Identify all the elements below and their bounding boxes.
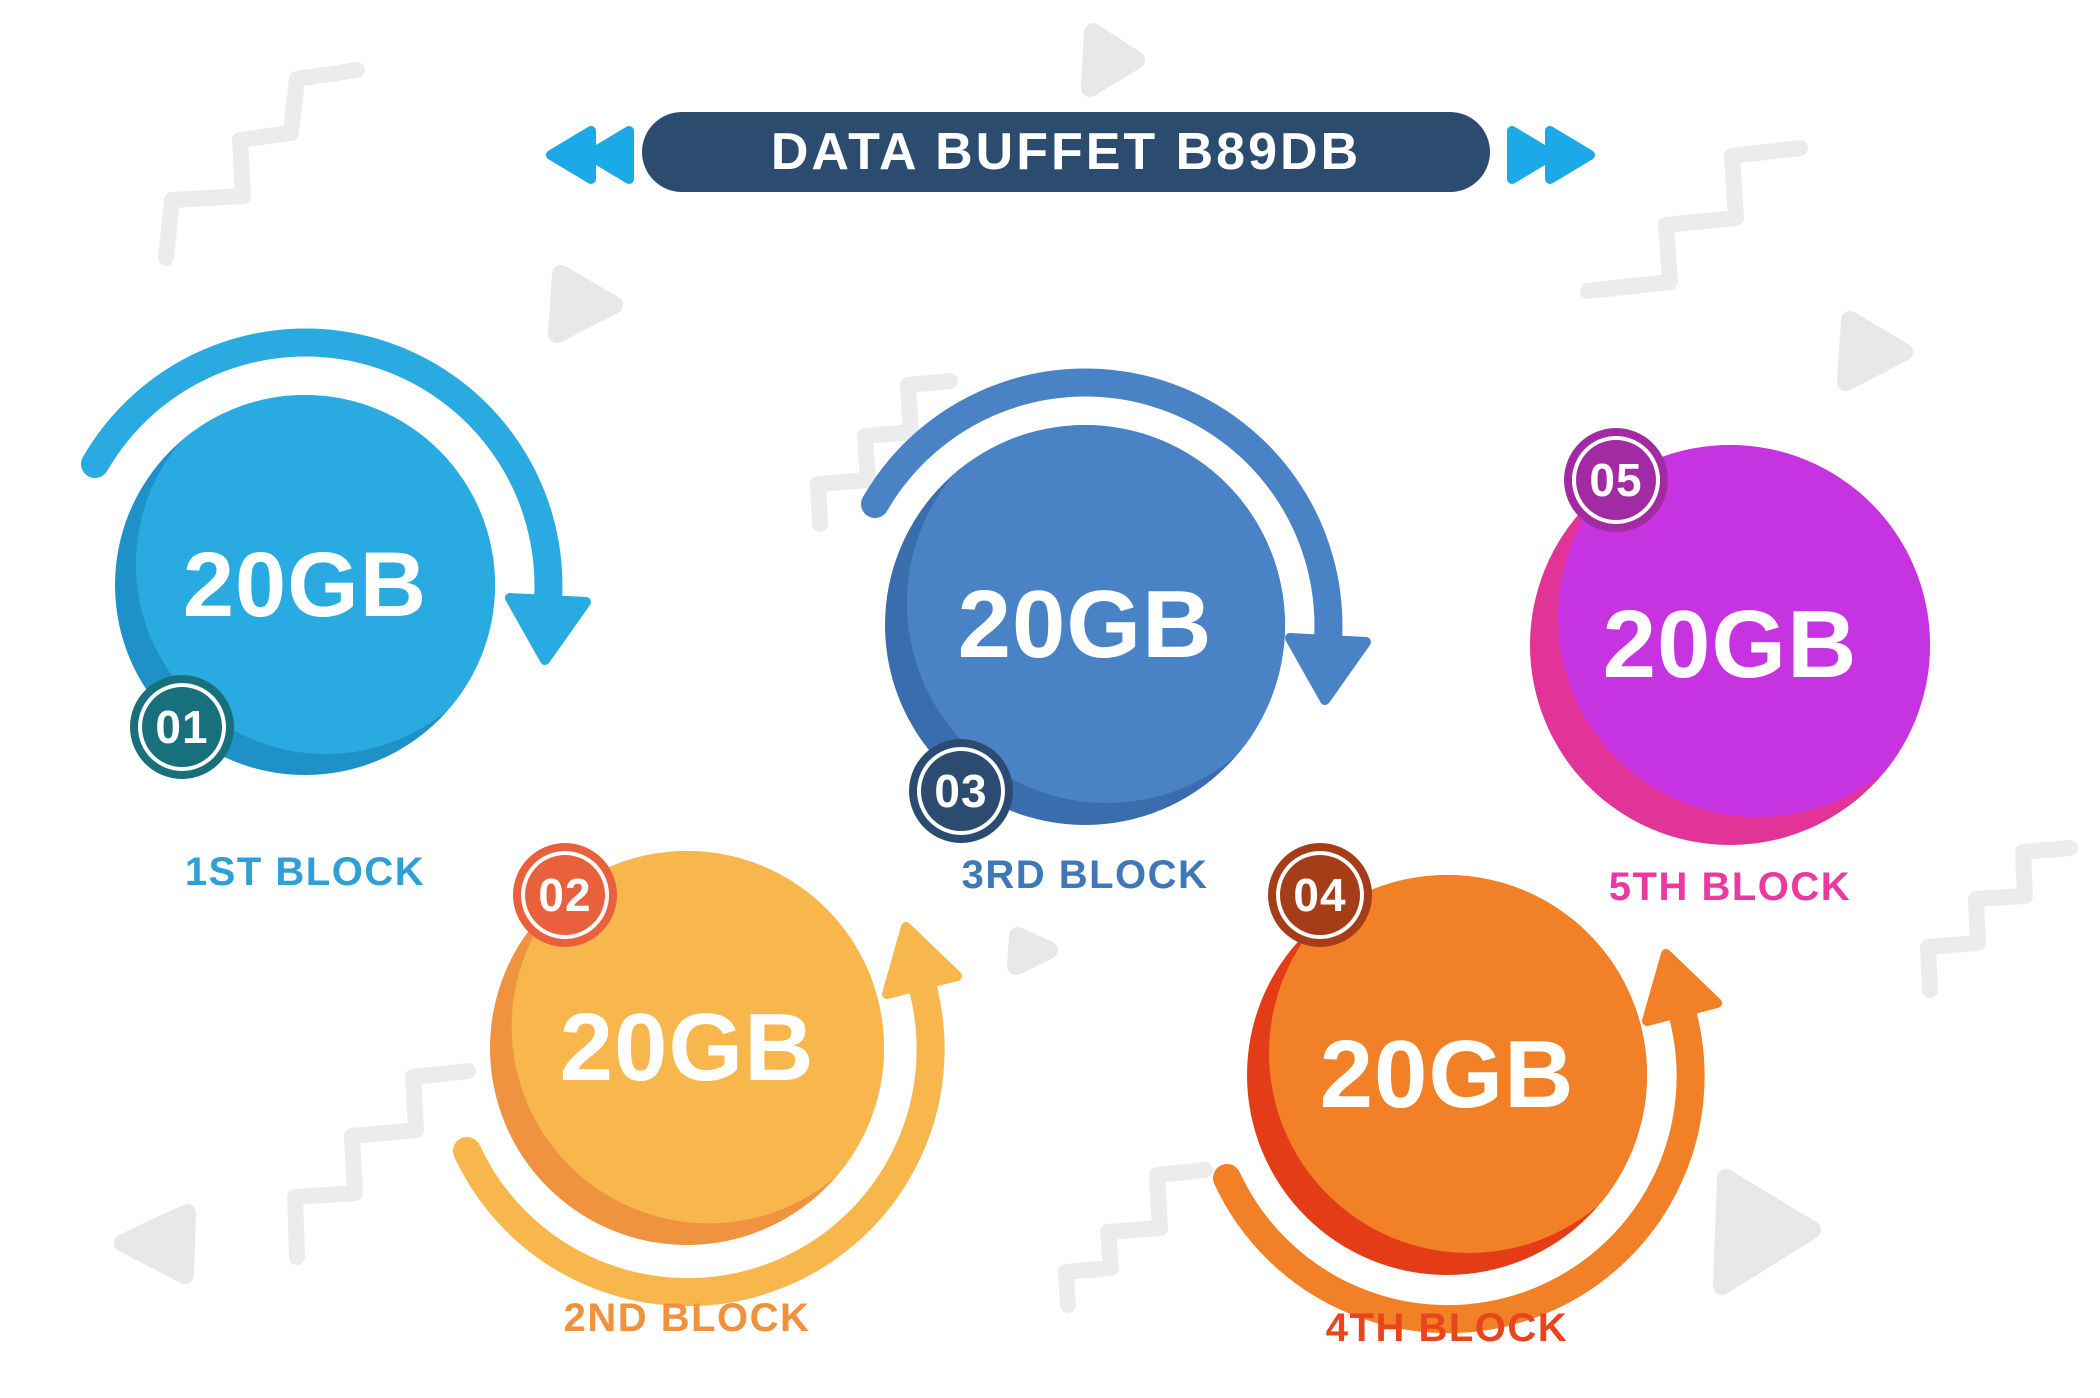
arrow-arc-3 [861, 368, 1371, 705]
step-badge-04: 04 [1268, 843, 1372, 947]
step-badge-03: 03 [909, 739, 1013, 843]
step-badge-05: 05 [1564, 428, 1668, 532]
data-block-1: 20GB 01 1ST BLOCK [115, 395, 495, 894]
data-block-3: 20GB 03 3RD BLOCK [885, 425, 1285, 897]
arrow-arc-2 [453, 922, 962, 1307]
block-label: 2ND BLOCK [563, 1296, 811, 1340]
triangle-top-right [1837, 311, 1913, 391]
data-amount: 20GB [559, 994, 815, 1101]
triangle-below-block3 [1007, 927, 1058, 975]
triangle-decorations [114, 23, 1913, 1295]
step-number: 01 [155, 701, 209, 753]
data-amount: 20GB [957, 571, 1213, 678]
triangle-top-middle [1081, 23, 1145, 97]
step-number: 04 [1293, 869, 1347, 921]
data-block-4: 20GB 04 4TH BLOCK [1247, 843, 1647, 1350]
zigzag-top-right [1580, 140, 1808, 299]
zigzag-decorations [158, 62, 2078, 1313]
data-amount: 20GB [1602, 591, 1858, 698]
step-number: 02 [538, 869, 592, 921]
rewind-chevrons-icon [546, 126, 634, 184]
block-label: 1ST BLOCK [184, 850, 426, 894]
arrowhead-up-icon [1642, 949, 1722, 1026]
block-label: 4TH BLOCK [1325, 1306, 1569, 1350]
zigzag-mid-left [810, 373, 958, 532]
data-amount: 20GB [182, 533, 428, 636]
triangle-bottom-left [114, 1204, 196, 1284]
data-circle: 20GB [115, 395, 495, 775]
block-label: 5TH BLOCK [1608, 865, 1852, 909]
arrowhead-down-icon [1285, 633, 1371, 705]
step-number: 05 [1589, 454, 1643, 506]
data-block-2: 20GB 02 2ND BLOCK [490, 843, 884, 1340]
zigzag-bottom-middle [1058, 1162, 1213, 1313]
arrow-arc-4 [1213, 949, 1722, 1334]
arrowhead-down-icon [505, 593, 591, 665]
fast-forward-chevrons-icon [1507, 126, 1595, 184]
data-block-5: 20GB 05 5TH BLOCK [1530, 428, 1930, 909]
block-label: 3RD BLOCK [961, 853, 1209, 897]
step-number: 03 [934, 765, 988, 817]
zigzag-top-left [158, 62, 365, 266]
data-amount: 20GB [1319, 1021, 1575, 1128]
zigzag-bottom-left [287, 1063, 476, 1265]
triangle-bottom-right [1713, 1169, 1821, 1295]
triangle-mid-left [548, 265, 623, 343]
zigzag-right [1920, 840, 2078, 998]
page-title: DATA BUFFET B89DB [770, 123, 1362, 181]
title-pill: DATA BUFFET B89DB [642, 112, 1490, 192]
arrowhead-up-icon [882, 922, 962, 999]
arrow-arc-1 [81, 328, 591, 665]
step-badge-01: 01 [130, 675, 234, 779]
step-badge-02: 02 [513, 843, 617, 947]
